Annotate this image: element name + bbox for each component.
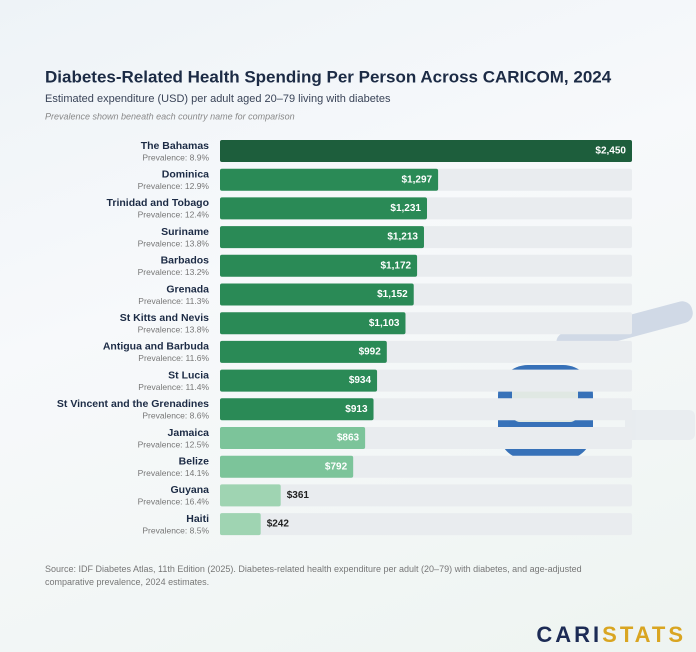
prevalence-label: Prevalence: 13.8% (138, 324, 210, 334)
bar (220, 484, 281, 507)
logo: CARISTATS (536, 622, 686, 648)
category-label: St Kitts and Nevis (120, 312, 209, 324)
category-label: Grenada (166, 283, 209, 295)
prevalence-label: Prevalence: 12.5% (138, 439, 210, 449)
category-label: St Vincent and the Grenadines (57, 398, 209, 410)
bar (220, 398, 374, 421)
category-label: Trinidad and Tobago (107, 197, 209, 209)
category-label: Haiti (186, 513, 209, 525)
value-label: $792 (325, 461, 348, 472)
value-label: $1,213 (387, 232, 418, 243)
value-label: $863 (337, 433, 360, 444)
prevalence-label: Prevalence: 12.4% (138, 210, 210, 220)
value-label: $242 (267, 519, 290, 530)
prevalence-label: Prevalence: 8.5% (142, 525, 209, 535)
prevalence-label: Prevalence: 13.2% (138, 267, 210, 277)
prevalence-label: Prevalence: 11.3% (138, 296, 209, 306)
category-label: Belize (179, 455, 210, 467)
bar (220, 513, 261, 536)
value-label: $361 (287, 490, 310, 501)
category-label: St Lucia (168, 369, 209, 381)
bar (220, 197, 428, 220)
value-label: $1,152 (377, 289, 408, 300)
bar (220, 254, 418, 277)
bar (220, 427, 366, 449)
bar (220, 283, 414, 306)
value-label: $2,450 (595, 146, 626, 157)
value-label: $1,231 (390, 203, 421, 214)
source: Source: IDF Diabetes Atlas, 11th Edition… (45, 564, 582, 587)
value-label: $1,103 (369, 318, 400, 329)
value-label: $1,172 (380, 260, 411, 271)
value-label: $913 (345, 404, 368, 415)
category-label: Suriname (161, 226, 209, 238)
bar (220, 226, 424, 249)
bar-track (220, 513, 632, 536)
value-label: $992 (359, 347, 382, 358)
prevalence-label: Prevalence: 11.6% (138, 353, 209, 363)
prevalence-label: Prevalence: 16.4% (138, 497, 210, 507)
category-label: Antigua and Barbuda (103, 341, 209, 353)
logo-part: CARI (536, 622, 603, 647)
bar-track (220, 484, 632, 507)
prevalence-label: Prevalence: 14.1% (138, 468, 210, 478)
chart-title: Diabetes-Related Health Spending Per Per… (45, 67, 612, 86)
bar (220, 140, 632, 162)
category-label: Jamaica (168, 427, 210, 439)
prevalence-label: Prevalence: 13.8% (138, 238, 210, 248)
bar (220, 340, 387, 363)
value-label: $934 (349, 375, 372, 386)
category-label: Barbados (161, 255, 210, 267)
bar (220, 312, 406, 335)
prevalence-label: Prevalence: 8.9% (142, 152, 209, 162)
prevalence-label: Prevalence: 8.6% (142, 411, 209, 421)
logo-part: STATS (602, 622, 686, 647)
note: Prevalence shown beneath each country na… (45, 111, 295, 121)
bar (220, 455, 354, 478)
bar (220, 168, 439, 191)
subtitle: Estimated expenditure (USD) per adult ag… (45, 93, 391, 105)
category-label: The Bahamas (141, 140, 209, 152)
category-label: Guyana (170, 484, 209, 496)
prevalence-label: Prevalence: 12.9% (138, 181, 210, 191)
bar (220, 369, 378, 392)
category-label: Dominica (162, 168, 209, 180)
value-label: $1,297 (402, 174, 433, 185)
prevalence-label: Prevalence: 11.4% (138, 382, 209, 392)
